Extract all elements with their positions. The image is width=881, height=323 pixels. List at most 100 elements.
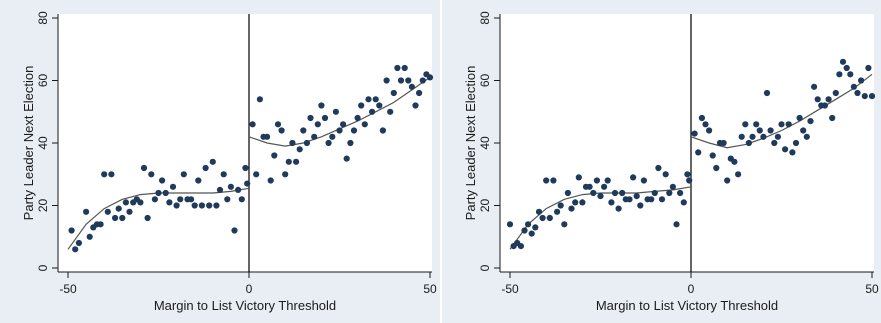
data-point bbox=[865, 64, 872, 72]
data-point bbox=[850, 83, 857, 90]
data-point bbox=[546, 214, 553, 222]
x-axis-label: Margin to List Victory Threshold bbox=[154, 298, 336, 313]
data-point bbox=[684, 171, 691, 178]
data-point bbox=[376, 102, 383, 109]
data-point bbox=[658, 196, 666, 203]
data-point bbox=[825, 96, 832, 103]
data-point bbox=[868, 93, 876, 100]
data-point bbox=[611, 189, 619, 197]
data-point bbox=[789, 149, 796, 156]
data-point bbox=[238, 196, 245, 203]
data-point bbox=[321, 114, 329, 122]
data-point bbox=[405, 77, 412, 84]
data-point bbox=[202, 164, 209, 172]
data-point bbox=[651, 189, 658, 197]
data-point bbox=[412, 102, 419, 109]
data-point bbox=[358, 102, 365, 109]
scatter-chart-left: 0 20 40 60 80 -50 0 50 Margin to List Victory T… bbox=[21, 11, 437, 313]
data-point bbox=[586, 183, 593, 190]
data-point bbox=[97, 221, 104, 228]
data-point bbox=[590, 189, 597, 197]
data-point bbox=[803, 133, 810, 140]
data-point bbox=[231, 227, 238, 234]
data-point bbox=[597, 193, 604, 200]
data-point bbox=[785, 121, 792, 128]
data-point bbox=[86, 233, 93, 240]
chart-panel-right: 0 20 40 60 80 -50 0 50 Margin to List Victory T… bbox=[442, 0, 881, 323]
data-point bbox=[745, 139, 752, 147]
data-point bbox=[832, 89, 839, 97]
data-point bbox=[274, 121, 282, 128]
data-point bbox=[691, 130, 698, 137]
data-point bbox=[267, 177, 274, 184]
data-point bbox=[361, 121, 368, 128]
data-point bbox=[698, 114, 705, 122]
data-point bbox=[112, 214, 119, 222]
data-point bbox=[506, 221, 514, 228]
data-point bbox=[115, 205, 122, 212]
data-point bbox=[173, 202, 180, 209]
x-axis-label: Margin to List Victory Threshold bbox=[596, 298, 778, 313]
x-tick-label: 50 bbox=[865, 282, 879, 296]
data-point bbox=[807, 118, 814, 125]
x-tick-label: -50 bbox=[59, 282, 77, 296]
data-point bbox=[151, 196, 158, 203]
data-point bbox=[572, 199, 579, 206]
data-point bbox=[249, 121, 256, 128]
data-point bbox=[343, 155, 350, 162]
data-point bbox=[521, 227, 528, 234]
data-point bbox=[271, 152, 278, 159]
data-point bbox=[742, 121, 749, 128]
data-point bbox=[198, 202, 205, 209]
data-point bbox=[568, 205, 575, 212]
data-point bbox=[209, 158, 216, 165]
data-point bbox=[543, 177, 550, 184]
data-point bbox=[564, 189, 571, 197]
data-point bbox=[753, 121, 760, 128]
data-point bbox=[673, 221, 680, 228]
data-point bbox=[706, 127, 713, 134]
data-point bbox=[372, 96, 379, 103]
data-point bbox=[843, 64, 850, 72]
y-axis-label: Party Leader Next Election bbox=[463, 66, 478, 221]
data-point bbox=[535, 208, 543, 215]
data-point bbox=[220, 171, 227, 178]
data-point bbox=[311, 133, 318, 140]
data-point bbox=[575, 174, 582, 181]
data-point bbox=[300, 127, 307, 134]
data-point bbox=[162, 189, 169, 197]
data-point bbox=[677, 189, 684, 197]
data-point bbox=[626, 196, 633, 203]
data-point bbox=[686, 177, 693, 184]
data-point bbox=[365, 96, 372, 103]
data-point bbox=[332, 108, 339, 115]
y-tick-label: 60 bbox=[478, 74, 492, 88]
data-point bbox=[390, 89, 397, 97]
data-point bbox=[408, 83, 415, 90]
data-point bbox=[557, 202, 564, 209]
data-point bbox=[278, 127, 285, 134]
y-tick-label: 60 bbox=[36, 74, 50, 88]
data-point bbox=[282, 171, 289, 178]
data-point bbox=[169, 183, 177, 190]
data-point bbox=[72, 246, 79, 253]
data-point bbox=[350, 127, 358, 134]
data-point bbox=[347, 139, 354, 147]
data-point bbox=[416, 89, 423, 97]
data-point bbox=[669, 183, 676, 190]
scatter-chart-right: 0 20 40 60 80 -50 0 50 Margin to List Victory T… bbox=[463, 11, 879, 313]
data-point bbox=[401, 64, 408, 72]
fit-curve-right bbox=[690, 73, 873, 149]
data-point bbox=[314, 121, 321, 128]
plot-area bbox=[500, 14, 874, 272]
data-point bbox=[539, 214, 546, 222]
data-point bbox=[720, 139, 727, 147]
data-point bbox=[104, 208, 111, 215]
data-point bbox=[148, 171, 155, 178]
data-point bbox=[839, 58, 847, 65]
data-point bbox=[749, 133, 756, 140]
data-point bbox=[224, 196, 231, 203]
y-axis-label: Party Leader Next Election bbox=[21, 66, 36, 221]
x-tick-label: 50 bbox=[423, 282, 437, 296]
data-point bbox=[285, 158, 292, 165]
